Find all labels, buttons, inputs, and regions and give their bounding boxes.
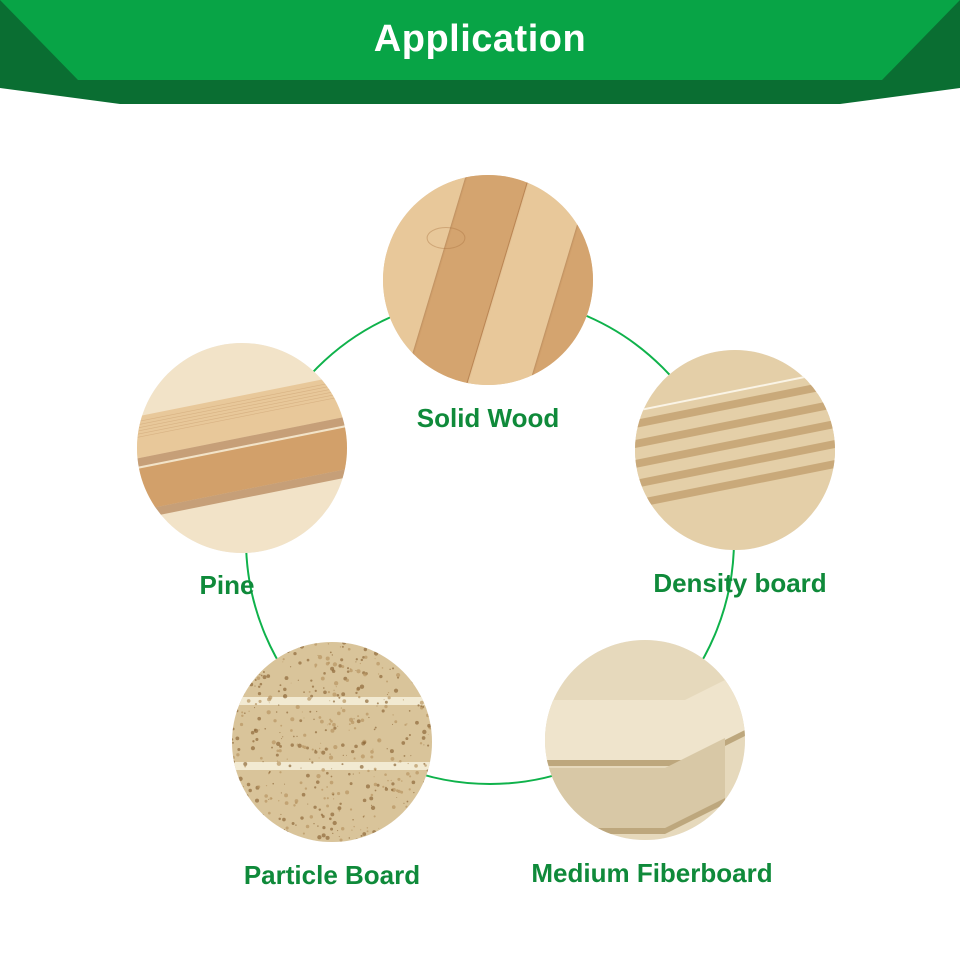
node-particle-board xyxy=(232,642,432,842)
label-density-board: Density board xyxy=(590,568,890,599)
application-diagram: Solid Wood Density board Medium Fiberboard… xyxy=(0,150,960,960)
node-medium-fiberboard xyxy=(545,640,745,840)
node-density-board xyxy=(635,350,835,550)
label-medium-fiberboard: Medium Fiberboard xyxy=(502,858,802,889)
label-pine: Pine xyxy=(77,570,377,601)
label-solid-wood: Solid Wood xyxy=(338,403,638,434)
node-pine xyxy=(137,343,347,553)
header-banner: Application xyxy=(0,0,960,104)
page-title: Application xyxy=(0,18,960,61)
node-solid-wood xyxy=(383,175,593,385)
label-particle-board: Particle Board xyxy=(182,860,482,891)
